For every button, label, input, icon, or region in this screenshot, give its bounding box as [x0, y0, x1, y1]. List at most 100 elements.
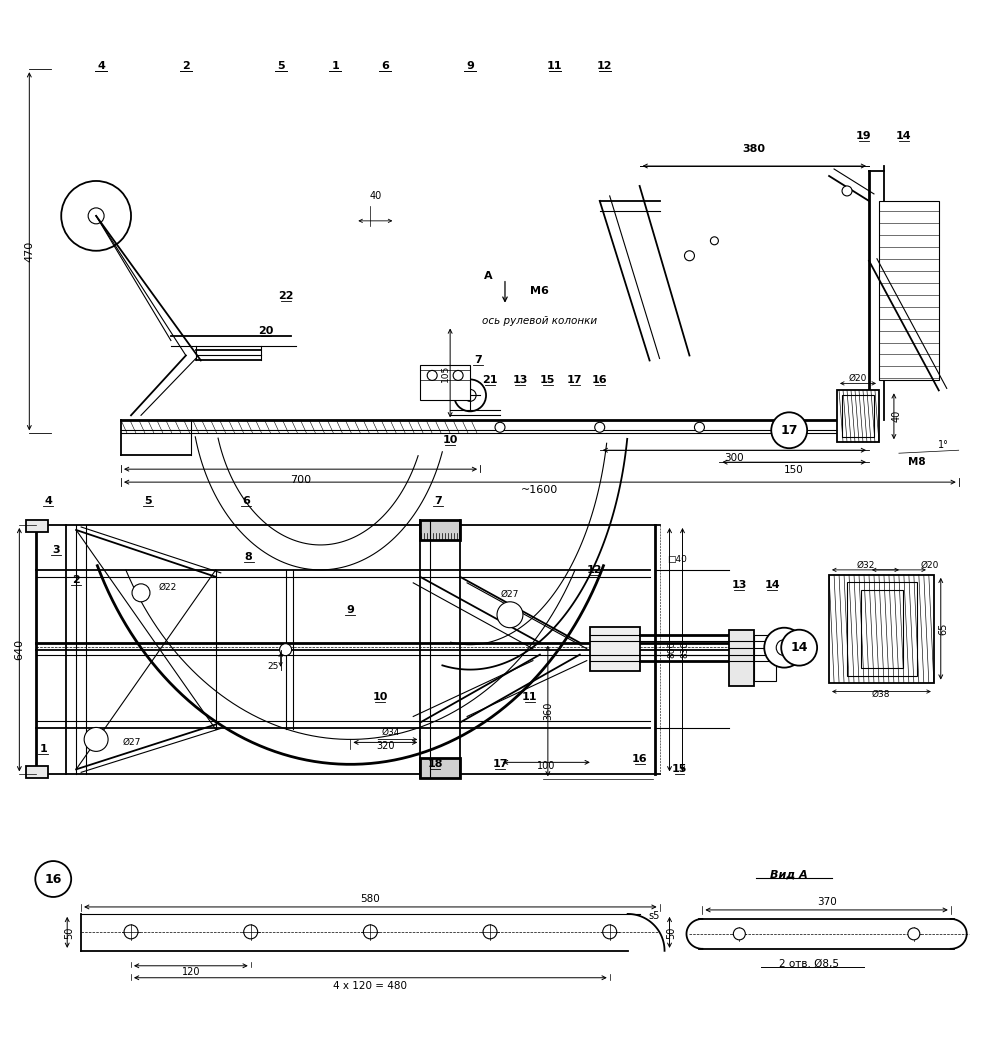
Text: 22: 22: [278, 291, 293, 300]
Text: 15: 15: [540, 375, 556, 386]
Bar: [26, 520, 48, 532]
Text: 21: 21: [482, 375, 498, 386]
Circle shape: [464, 389, 476, 402]
Circle shape: [908, 928, 920, 940]
Text: Ø34: Ø34: [381, 728, 399, 737]
Text: 105: 105: [441, 365, 450, 382]
Text: 4: 4: [97, 61, 105, 72]
Text: 1°: 1°: [938, 441, 949, 450]
Text: 25: 25: [267, 662, 279, 671]
Text: ось рулевой колонки: ось рулевой колонки: [482, 315, 597, 326]
Bar: [590, 627, 640, 670]
Text: 14: 14: [896, 131, 912, 141]
Circle shape: [244, 925, 258, 939]
Circle shape: [280, 644, 292, 656]
Text: 2: 2: [182, 61, 190, 72]
Circle shape: [684, 251, 694, 260]
Circle shape: [776, 640, 792, 656]
Text: 15: 15: [672, 764, 687, 775]
Text: 150: 150: [784, 465, 804, 475]
Circle shape: [35, 861, 71, 897]
Text: 6: 6: [242, 496, 250, 506]
Text: Ø22: Ø22: [159, 582, 177, 591]
Text: 14: 14: [764, 580, 780, 590]
Text: 6: 6: [381, 61, 389, 72]
Text: Ø20: Ø20: [849, 374, 867, 383]
Text: 8: 8: [245, 552, 253, 562]
Circle shape: [427, 370, 437, 380]
Text: 9: 9: [466, 61, 474, 72]
Bar: [729, 629, 754, 685]
Text: 4 x 120 = 480: 4 x 120 = 480: [333, 980, 407, 991]
Text: М6: М6: [530, 286, 549, 296]
Text: 4: 4: [44, 496, 52, 506]
Text: A: A: [484, 271, 492, 280]
Text: 10: 10: [442, 435, 458, 445]
Text: 2: 2: [72, 574, 80, 585]
Text: 100: 100: [537, 761, 556, 772]
Circle shape: [694, 423, 704, 432]
Text: 16: 16: [632, 755, 647, 764]
Text: 830: 830: [680, 641, 689, 659]
Text: 580: 580: [360, 894, 380, 904]
Circle shape: [495, 423, 505, 432]
Text: 300: 300: [725, 453, 744, 463]
Text: 12: 12: [587, 565, 602, 574]
Text: s5: s5: [649, 911, 660, 921]
Circle shape: [842, 186, 852, 196]
Text: 20: 20: [258, 326, 273, 335]
Text: 40: 40: [892, 410, 902, 423]
Text: 18: 18: [427, 759, 443, 769]
Text: Ø20: Ø20: [921, 561, 939, 569]
Text: 5: 5: [277, 61, 284, 72]
Circle shape: [771, 412, 807, 448]
Text: Ø38: Ø38: [872, 690, 890, 699]
Text: 65: 65: [939, 623, 949, 635]
Text: 19: 19: [856, 131, 872, 141]
Bar: [420, 759, 460, 778]
Text: Ø27: Ø27: [501, 590, 519, 600]
Text: 3: 3: [52, 545, 60, 555]
Circle shape: [710, 237, 718, 245]
Circle shape: [363, 925, 377, 939]
Text: Ø27: Ø27: [123, 738, 141, 747]
Text: 7: 7: [474, 355, 482, 366]
Circle shape: [603, 925, 617, 939]
Circle shape: [784, 423, 794, 432]
Text: 800: 800: [667, 641, 676, 659]
Circle shape: [764, 628, 804, 667]
Bar: [420, 366, 470, 401]
Circle shape: [61, 181, 131, 251]
Circle shape: [733, 928, 745, 940]
Text: 470: 470: [24, 240, 34, 261]
Bar: [861, 590, 903, 667]
Bar: [837, 390, 879, 443]
Text: 380: 380: [743, 144, 766, 154]
Text: 9: 9: [346, 605, 354, 614]
Text: 12: 12: [597, 61, 612, 72]
Circle shape: [595, 423, 605, 432]
Text: 13: 13: [732, 580, 747, 590]
Text: 360: 360: [543, 702, 553, 720]
Text: 50: 50: [64, 926, 74, 938]
Text: 17: 17: [567, 375, 583, 386]
Text: 16: 16: [45, 873, 62, 885]
Bar: [842, 395, 874, 437]
Text: 5: 5: [144, 496, 152, 506]
Circle shape: [88, 208, 104, 223]
Text: 120: 120: [182, 967, 200, 977]
Text: 370: 370: [817, 897, 836, 906]
Text: 40: 40: [369, 191, 381, 201]
Bar: [26, 766, 48, 778]
Circle shape: [483, 925, 497, 939]
Text: 10: 10: [373, 691, 388, 702]
Text: 640: 640: [14, 639, 24, 660]
Text: 17: 17: [780, 424, 798, 436]
Bar: [847, 582, 917, 676]
Text: □40: □40: [668, 555, 687, 564]
Text: 11: 11: [522, 691, 538, 702]
Text: 320: 320: [376, 741, 395, 752]
Bar: [754, 635, 776, 681]
Text: 11: 11: [547, 61, 563, 72]
Circle shape: [497, 602, 523, 628]
